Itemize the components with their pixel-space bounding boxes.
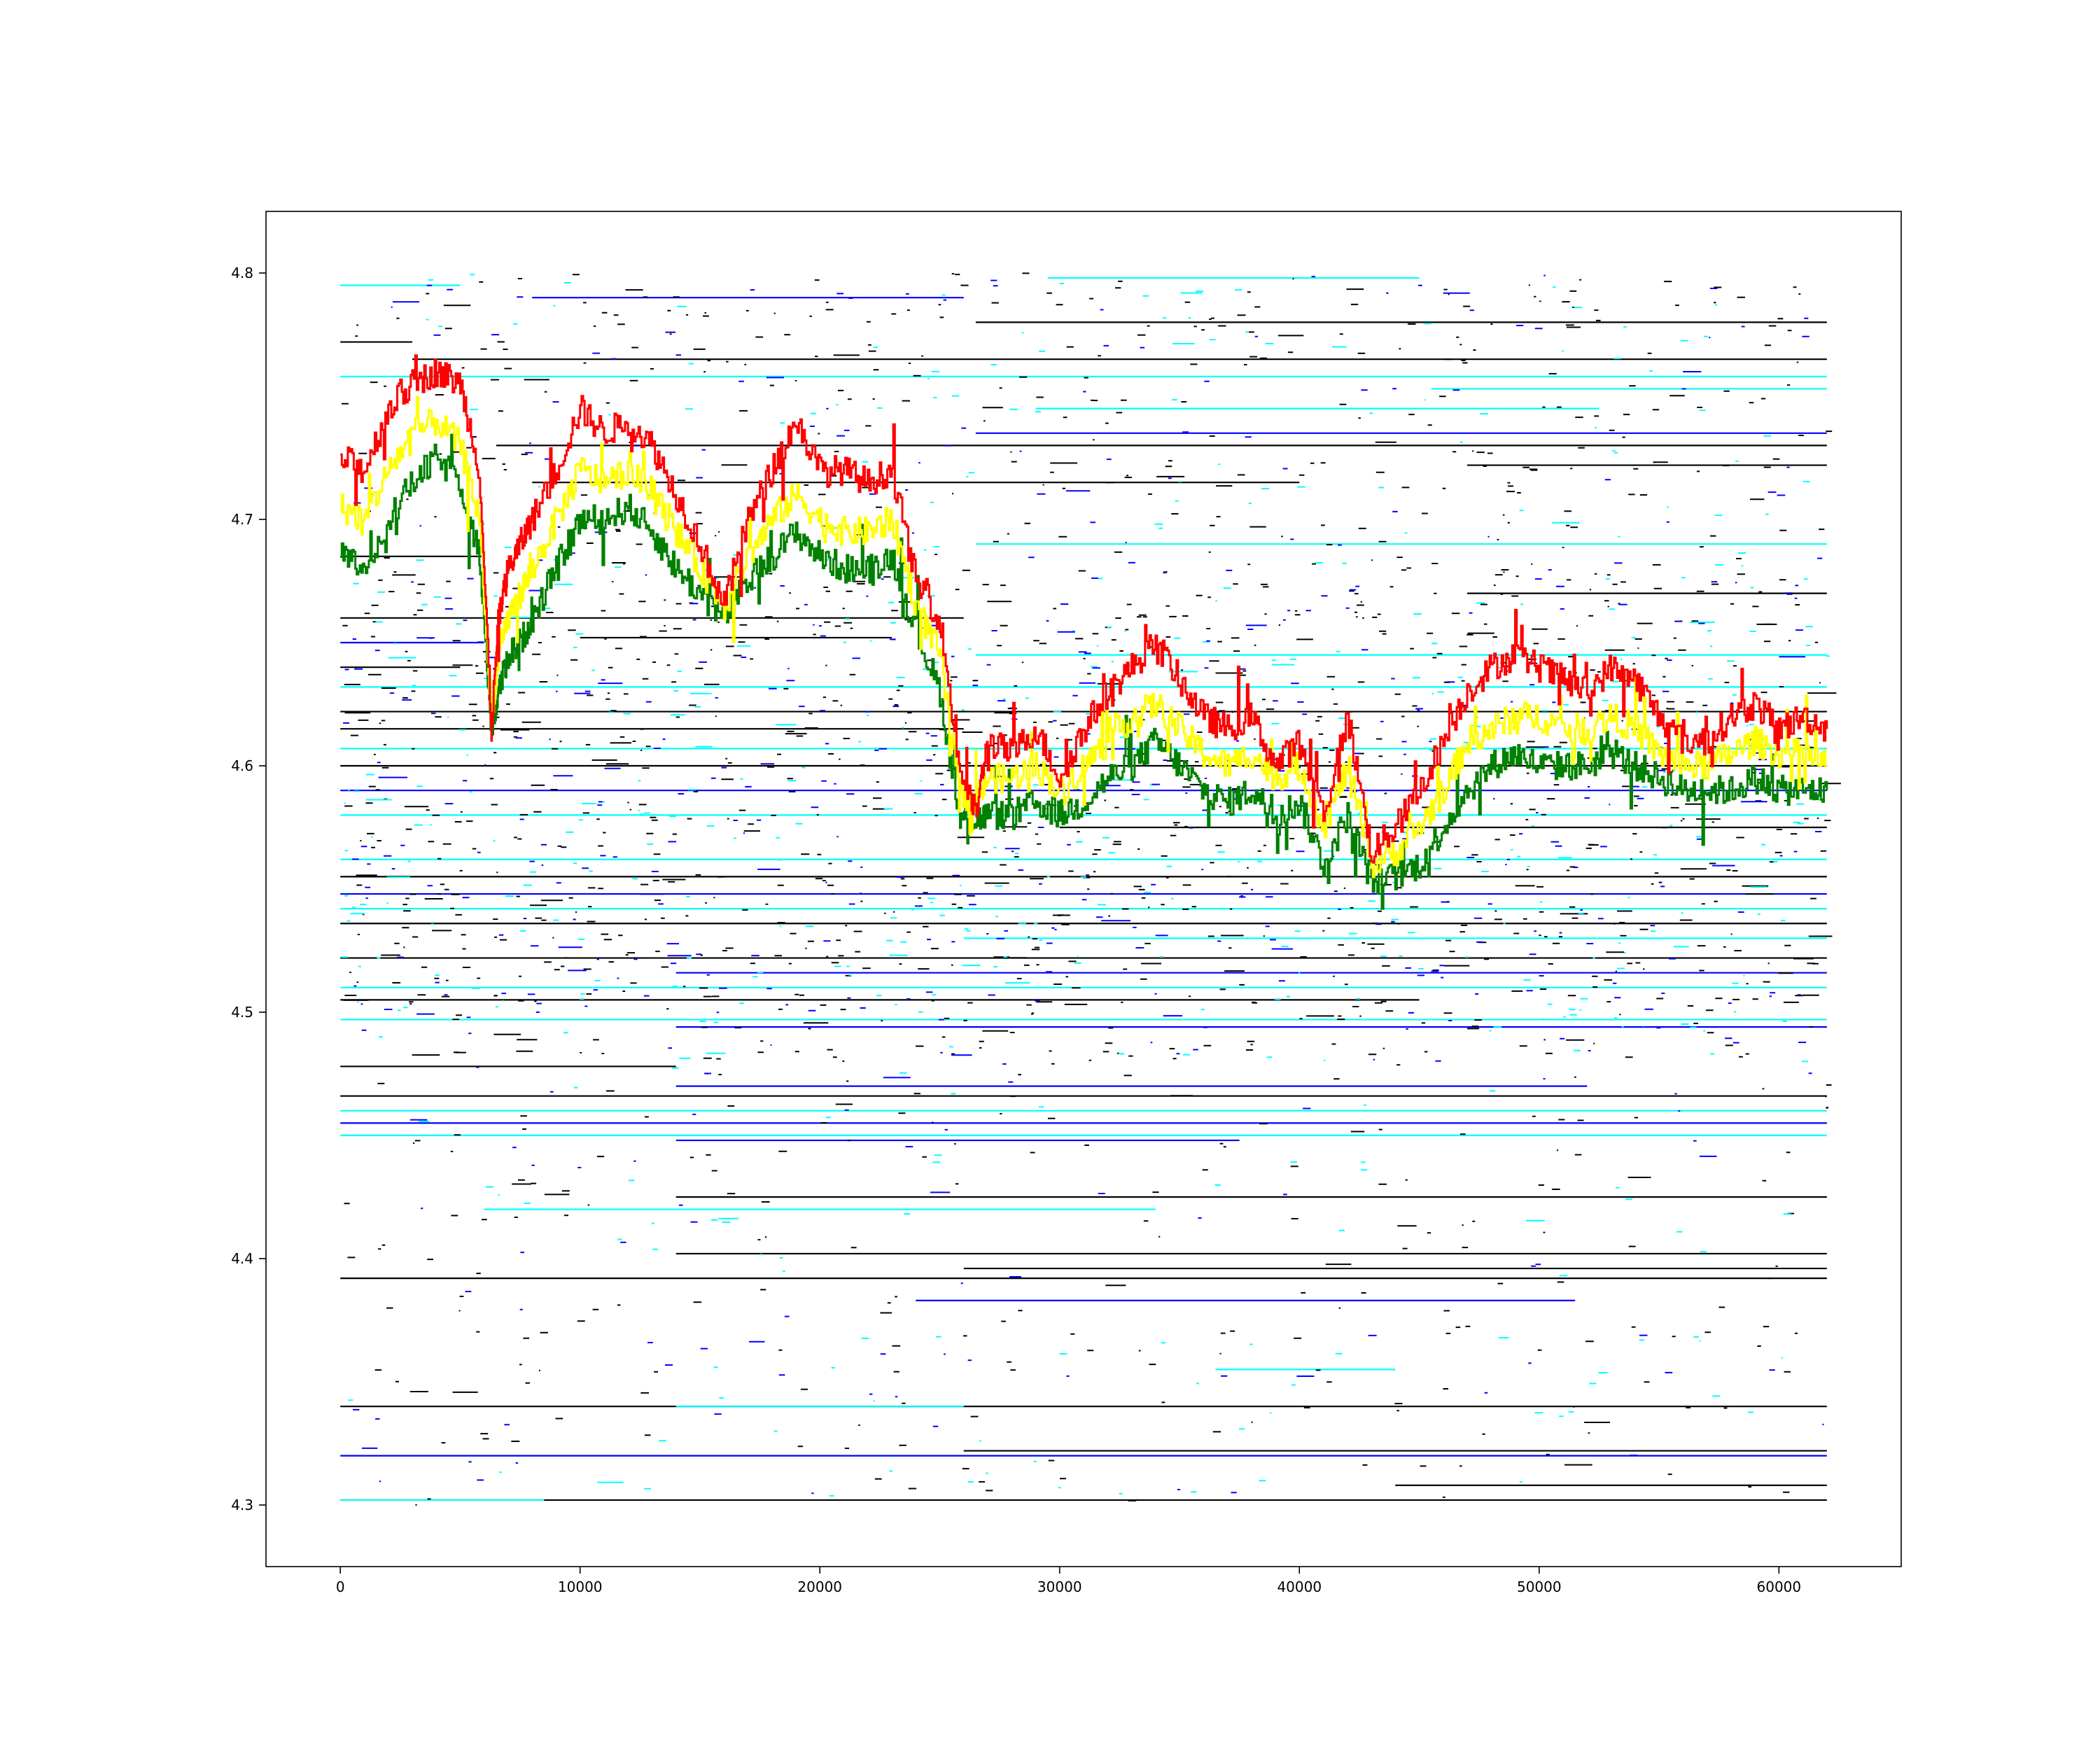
scatter-noise [341, 272, 1841, 1506]
y-axis: 4.3 4.4 4.5 4.6 4.7 4.8 [231, 265, 266, 1513]
series-lower [340, 433, 1828, 910]
y-tick-label: 4.4 [231, 1250, 253, 1267]
x-tick-label: 30000 [1037, 1578, 1082, 1595]
noise-cyan [341, 274, 1830, 1497]
y-tick-label: 4.8 [231, 265, 253, 281]
noise-black [342, 272, 1841, 1506]
x-tick-label: 50000 [1517, 1578, 1562, 1595]
plot-frame [265, 211, 1902, 1567]
x-tick-label: 40000 [1277, 1578, 1322, 1595]
x-tick-label: 20000 [797, 1578, 842, 1595]
y-tick-label: 4.6 [231, 757, 253, 774]
series-middle [340, 396, 1828, 878]
x-tick-label: 0 [336, 1578, 345, 1595]
series-upper [340, 354, 1828, 864]
series-lines [340, 354, 1828, 910]
x-axis: 0 10000 20000 30000 40000 50000 60000 [336, 1567, 1801, 1595]
level-lines [340, 276, 1827, 1502]
x-tick-label: 60000 [1757, 1578, 1802, 1595]
y-tick-label: 4.3 [231, 1497, 253, 1513]
x-tick-label: 10000 [558, 1578, 603, 1595]
y-tick-label: 4.5 [231, 1004, 253, 1021]
y-tick-label: 4.7 [231, 511, 253, 528]
